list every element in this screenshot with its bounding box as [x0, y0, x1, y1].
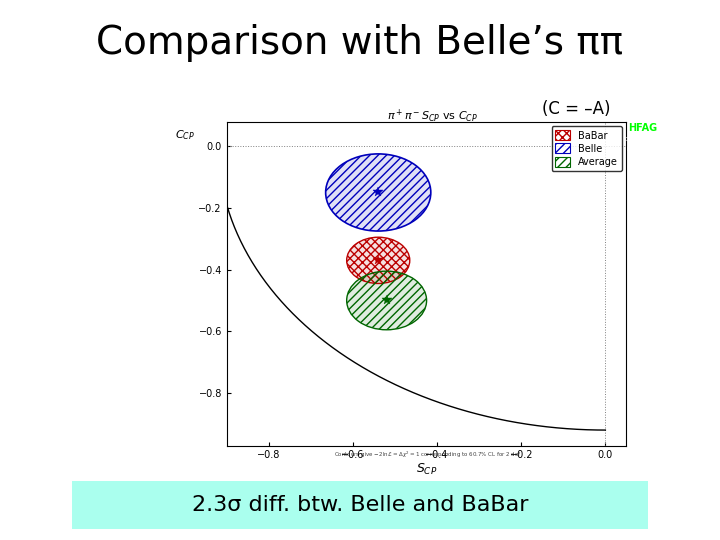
X-axis label: $S_{CP}$: $S_{CP}$ [416, 462, 437, 477]
Text: Comparison with Belle’s ππ: Comparison with Belle’s ππ [96, 24, 624, 62]
Text: CHEP 2006: CHEP 2006 [626, 138, 660, 143]
Ellipse shape [347, 271, 426, 330]
Text: (C = –A): (C = –A) [541, 100, 611, 118]
FancyBboxPatch shape [72, 481, 648, 529]
Ellipse shape [347, 237, 410, 284]
Text: $\pi^+\pi^- S_{CP}$ vs $C_{CP}$: $\pi^+\pi^- S_{CP}$ vs $C_{CP}$ [387, 108, 477, 125]
Text: 2.3σ diff. btw. Belle and BaBar: 2.3σ diff. btw. Belle and BaBar [192, 495, 528, 515]
Text: $C_{CP}$: $C_{CP}$ [175, 128, 194, 142]
Text: Contours give $-2\ln\mathcal{L} = \Delta\chi^2 = 1$ corresponding to 60.7% CL fo: Contours give $-2\ln\mathcal{L} = \Delta… [334, 449, 523, 460]
Text: HFAG: HFAG [628, 123, 657, 133]
Ellipse shape [325, 154, 431, 231]
Legend: BaBar, Belle, Average: BaBar, Belle, Average [552, 126, 621, 171]
Text: PRELIMINARY: PRELIMINARY [626, 147, 659, 152]
